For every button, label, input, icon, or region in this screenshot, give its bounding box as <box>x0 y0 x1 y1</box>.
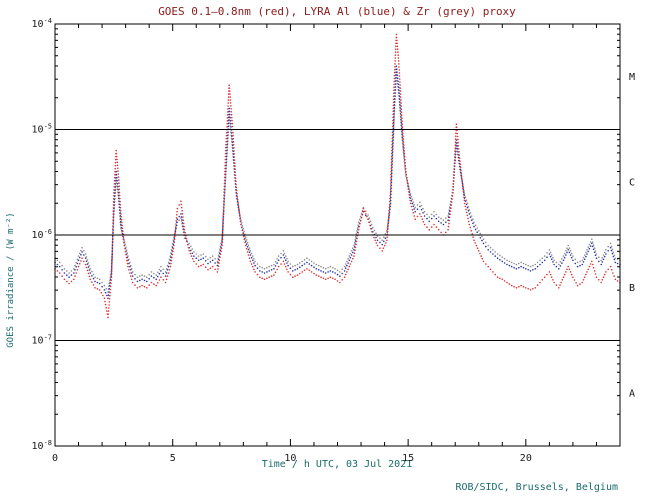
x-tick-label: 5 <box>170 453 176 464</box>
x-tick-label: 20 <box>520 453 532 464</box>
series-lyra-al-blue <box>54 65 621 300</box>
flare-class-label: B <box>629 283 635 294</box>
y-tick-label: 10-4 <box>32 17 52 30</box>
y-tick-label: 10-7 <box>32 334 52 347</box>
x-tick-label: 10 <box>284 453 296 464</box>
credit-text: ROB/SIDC, Brussels, Belgium <box>455 482 618 493</box>
chart-title: GOES 0.1–0.8nm (red), LYRA Al (blue) & Z… <box>158 5 516 18</box>
x-tick-label: 15 <box>402 453 414 464</box>
x-tick-label: 0 <box>52 453 58 464</box>
series-lyra-zr-grey <box>54 73 621 293</box>
series-goes-red <box>54 33 621 319</box>
y-axis-label: GOES irradiance / (W m⁻²) <box>6 212 16 347</box>
tick-labels: 0 5 10 15 20 10-4 10-5 10-6 10-7 10-8 M C B A <box>32 17 636 464</box>
y-tick-label: 10-5 <box>32 123 52 136</box>
flare-class-label: C <box>629 177 635 188</box>
x-axis-label: Time / h UTC, 03 Jul 2021 <box>262 459 413 470</box>
y-tick-label: 10-8 <box>32 439 52 452</box>
axes <box>54 23 621 447</box>
y-tick-label: 10-6 <box>32 228 52 241</box>
flare-class-label: A <box>629 388 635 399</box>
flare-class-label: M <box>629 72 635 83</box>
